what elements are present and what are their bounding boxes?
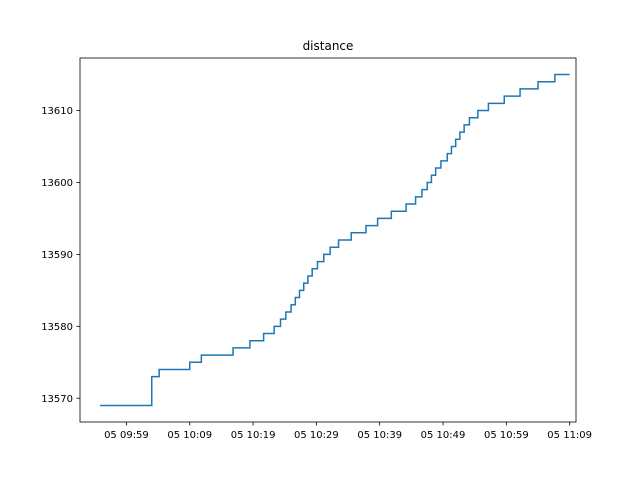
axes-spines: [79, 57, 577, 423]
x-tick-label: 05 10:59: [484, 430, 529, 441]
x-tick-label: 05 10:49: [421, 430, 466, 441]
x-tick-label: 05 09:59: [104, 430, 149, 441]
plot-frame: [79, 57, 577, 423]
x-axis: 05 09:59 05 10:09 05 10:19 05 10:29 05 10:39…: [104, 422, 592, 441]
y-tick-label: 13610: [41, 106, 73, 117]
y-tick-label: 13590: [41, 250, 73, 261]
series-layer: [100, 73, 570, 407]
x-tick-label: 05 10:19: [231, 430, 276, 441]
x-tick-label: 05 10:39: [357, 430, 402, 441]
y-tick-label: 13580: [41, 322, 73, 333]
x-tick-label: 05 11:09: [547, 430, 592, 441]
plot-area: [80, 58, 576, 422]
y-axis: 13570 13580 13590 13600 13610: [41, 106, 80, 405]
chart-title: distance: [303, 39, 354, 53]
series-line-0: [100, 73, 570, 407]
x-tick-label: 05 10:09: [167, 430, 212, 441]
y-tick-label: 13570: [41, 394, 73, 405]
x-tick-label: 05 10:29: [294, 430, 339, 441]
y-tick-label: 13600: [41, 178, 73, 189]
